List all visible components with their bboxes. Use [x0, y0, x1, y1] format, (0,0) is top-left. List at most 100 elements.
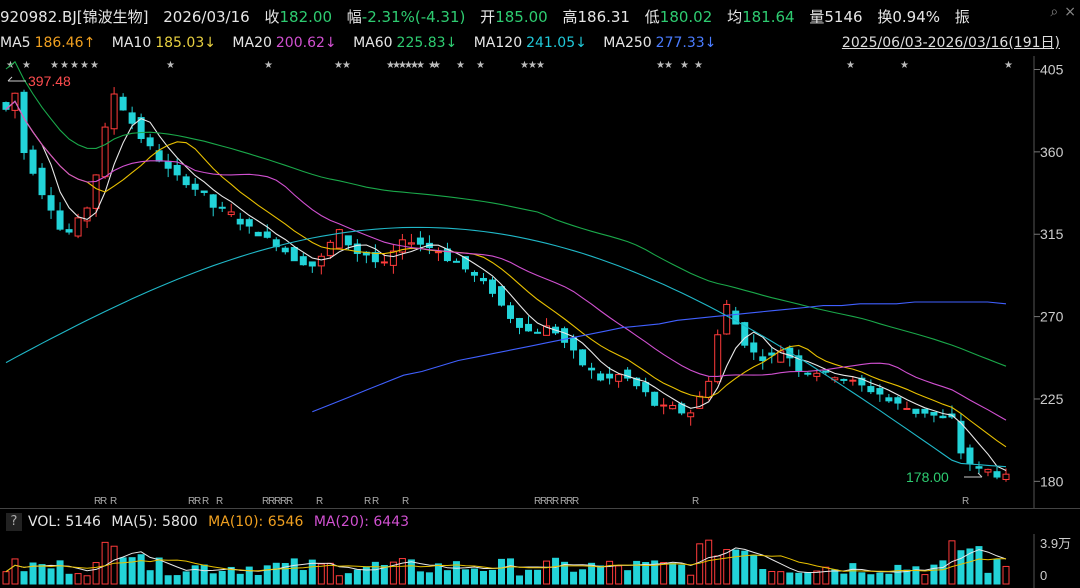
r-marker: R [316, 496, 323, 507]
volume-bar [2, 571, 10, 585]
star-marker: ★ [342, 60, 351, 71]
volume-chart[interactable]: 3.9万 0 [0, 534, 1080, 588]
high-value: 186.31 [577, 8, 630, 26]
candle-body [236, 218, 244, 225]
candle-body [497, 286, 505, 306]
star-marker: ★ [80, 60, 89, 71]
ma250-value: 277.33↓ [655, 35, 717, 51]
star-marker: ★ [404, 60, 413, 71]
r-marker: R [110, 496, 117, 507]
volume-bar [705, 539, 713, 585]
r-marker: R [364, 496, 371, 507]
volume-bar [227, 566, 235, 585]
volume-bar [984, 572, 992, 585]
volume-bar [425, 572, 433, 585]
turn-value: 0.94% [892, 8, 941, 26]
volume-bar [768, 570, 776, 585]
candle-body [516, 317, 524, 328]
volume-bar [137, 554, 145, 585]
vol-label: 量 [809, 8, 825, 26]
volume-bar [20, 571, 28, 585]
candle-body [588, 367, 596, 371]
r-marker: R [280, 496, 287, 507]
volume-bar [930, 564, 938, 585]
volume-bar [245, 566, 253, 585]
volume-bar [47, 568, 55, 585]
star-marker: ★ [680, 60, 689, 71]
volume-bar [497, 558, 505, 585]
volume-bar [678, 564, 686, 585]
candle-body [543, 325, 551, 336]
star-marker: ★ [694, 60, 703, 71]
star-marker: ★ [410, 60, 419, 71]
volume-bar [615, 565, 623, 585]
volume-bar [579, 569, 587, 585]
help-icon[interactable]: ? [6, 513, 22, 531]
star-marker: ★ [166, 60, 175, 71]
candle-body [488, 279, 496, 294]
stock-code[interactable]: 920982.BJ[锦波生物] [0, 8, 149, 26]
vol-ma10-line [5, 554, 1007, 573]
ma5-label: MA5 [0, 35, 31, 51]
star-marker: ★ [264, 60, 273, 71]
volume-bar [552, 557, 560, 585]
volume-bar [966, 548, 974, 585]
candle-body [29, 149, 37, 174]
volume-bar [236, 573, 244, 585]
star-marker: ★ [90, 60, 99, 71]
volume-bar [777, 571, 785, 585]
volume-bar [254, 574, 262, 585]
candle-body [597, 373, 605, 381]
search-icon[interactable]: ⌕ [1050, 4, 1059, 20]
volume-bar [885, 573, 893, 585]
candle-body [669, 404, 677, 410]
volume-bar [38, 564, 46, 585]
candle-body [461, 256, 469, 270]
max-price-label: 397.48 [28, 73, 71, 89]
candle-body [227, 211, 235, 216]
volume-bar [11, 558, 19, 585]
min-arrow-head [977, 472, 983, 478]
candle-body [209, 194, 217, 208]
quote-date: 2026/03/16 [163, 8, 250, 26]
volume-bar [633, 560, 641, 585]
volume-bar [101, 541, 109, 585]
volume-bar [83, 575, 91, 585]
vol-ma20: MA(20): 6443 [313, 514, 410, 530]
max-arrow-head [7, 76, 13, 82]
candle-body [894, 397, 902, 404]
ma10-value: 185.03↓ [155, 35, 216, 51]
candle-body [191, 183, 199, 190]
volume-bar [741, 550, 749, 585]
candle-body [56, 210, 64, 230]
candle-body [570, 337, 578, 351]
ma60-value: 225.83↓ [396, 35, 458, 51]
candle-body [705, 380, 713, 399]
volume-bar [128, 557, 136, 585]
y-tick-label: 180 [1040, 473, 1064, 489]
r-marker: R [572, 496, 579, 507]
candle-body [101, 126, 109, 178]
period-selector[interactable]: 2025/06/03-2026/03/16(191日) [841, 35, 1060, 51]
volume-bar [606, 560, 614, 585]
volume-bar [831, 569, 839, 585]
r-marker: R [962, 496, 969, 507]
candle-body [624, 369, 632, 379]
amp-label: 振 [954, 8, 970, 26]
star-marker: ★ [432, 60, 441, 71]
volume-bar [660, 562, 668, 585]
candle-body [750, 342, 758, 353]
vol-axis-bottom: 0 [1040, 568, 1047, 583]
volume-bar [74, 573, 82, 585]
close-icon[interactable]: × [1064, 4, 1076, 20]
volume-bar [588, 562, 596, 585]
candle-body [876, 388, 884, 395]
r-marker: R [534, 496, 541, 507]
candle-body [642, 382, 650, 393]
volume-bar [597, 565, 605, 585]
star-marker: ★ [900, 60, 909, 71]
volume-bar [299, 570, 307, 585]
candle-body [714, 334, 722, 383]
candle-body [795, 355, 803, 371]
